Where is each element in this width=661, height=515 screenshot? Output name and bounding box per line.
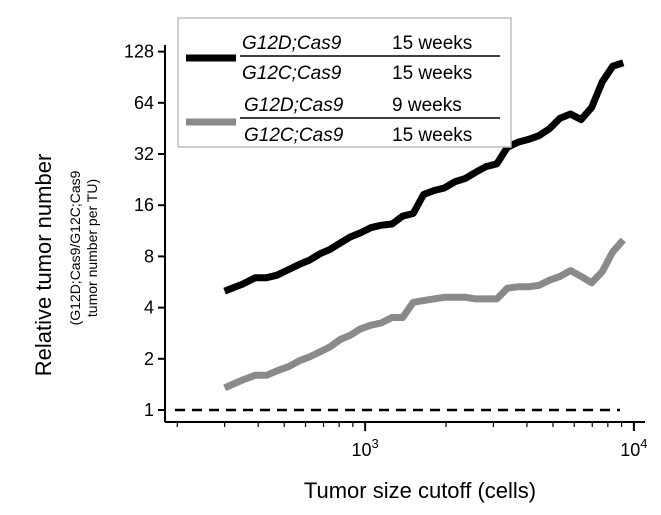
legend-series-2-denominator-time: 15 weeks [392, 125, 472, 146]
legend-series-1-denominator-time: 15 weeks [392, 63, 472, 84]
legend-series-2-denominator: G12C;Cas9 [244, 125, 344, 146]
series-line-2 [223, 237, 626, 392]
y-tick-label-32: 32 [134, 144, 154, 164]
legend-series-1-numerator: G12D;Cas9 [242, 33, 342, 54]
x-tick-label-1000: 103 [352, 436, 379, 460]
legend-series-1-numerator-time: 15 weeks [392, 33, 472, 54]
plot-area [175, 59, 626, 412]
legend: G12D;Cas9 15 weeks G12C;Cas9 15 weeks G1… [177, 17, 512, 148]
y-tick-label-128: 128 [124, 42, 154, 62]
legend-series-2-numerator-time: 9 weeks [392, 95, 462, 116]
y-tick-label-8: 8 [144, 246, 154, 266]
y-tick-label-1: 1 [144, 400, 154, 420]
series-line-1 [223, 59, 625, 295]
y-tick-label-4: 4 [144, 298, 154, 318]
y-tick-label-16: 16 [134, 195, 154, 215]
y-axis-subtitle-line-2: tumor number per TU) [84, 179, 100, 317]
y-tick-label-64: 64 [134, 93, 154, 113]
axes: 1 2 4 8 16 32 64 128 103 104 [124, 42, 648, 460]
y-tick-label-2: 2 [144, 349, 154, 369]
legend-series-1-denominator: G12C;Cas9 [242, 63, 342, 84]
x-tick-label-10000: 104 [620, 436, 647, 460]
x-axis-title: Tumor size cutoff (cells) [304, 478, 536, 503]
legend-series-2-numerator: G12D;Cas9 [244, 95, 344, 116]
y-axis-title: Relative tumor number [31, 154, 56, 377]
y-axis-subtitle-line-1: (G12D;Cas9/G12C;Cas9 [67, 170, 83, 325]
